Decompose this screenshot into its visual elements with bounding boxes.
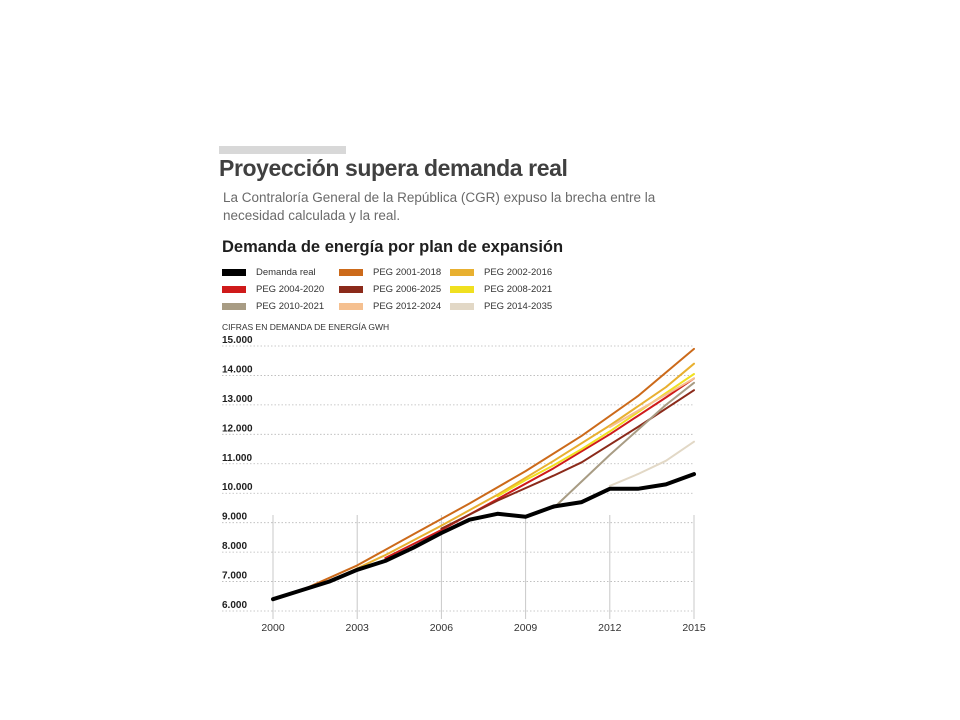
series-line — [300, 347, 695, 592]
x-tick-label: 2000 — [261, 622, 285, 634]
legend-label: Demanda real — [256, 267, 316, 278]
legend-label: PEG 2010-2021 — [256, 301, 325, 312]
x-tick-label: 2015 — [682, 622, 706, 634]
series-line — [608, 440, 695, 487]
y-tick-label: 10.000 — [222, 482, 253, 493]
legend-swatch — [450, 303, 474, 310]
y-tick-label: 7.000 — [222, 571, 247, 582]
x-tick-label: 2006 — [430, 622, 454, 634]
title-accent-bar — [219, 146, 346, 154]
x-tick-labels: 2000 2003 2006 2009 2012 2015 — [261, 622, 706, 634]
legend-swatch — [339, 303, 363, 310]
legend-swatch — [222, 303, 246, 310]
y-tick-label: 12.000 — [222, 423, 253, 434]
page-subtitle: La Contraloría General de la República (… — [223, 190, 656, 223]
x-tick-label: 2003 — [346, 622, 370, 634]
y-tick-label: 9.000 — [222, 512, 247, 523]
y-tick-label: 13.000 — [222, 394, 253, 405]
series-line — [328, 362, 695, 583]
grid — [222, 345, 694, 612]
legend-label: PEG 2012-2024 — [373, 301, 442, 312]
legend-swatch — [450, 269, 474, 276]
legend-swatch — [339, 286, 363, 293]
chart-title: Demanda de energía por plan de expansión — [222, 238, 564, 256]
legend-label: PEG 2006-2025 — [373, 284, 442, 295]
y-tick-label: 8.000 — [222, 541, 247, 552]
legend-swatch — [339, 269, 363, 276]
page-title: Proyección supera demanda real — [219, 155, 568, 181]
series-line — [271, 472, 696, 602]
legend-swatch — [222, 269, 246, 276]
y-tick-label: 11.000 — [222, 453, 252, 464]
legend-label: PEG 2004-2020 — [256, 284, 325, 295]
x-tick-label: 2012 — [598, 622, 622, 634]
series-line — [384, 377, 695, 559]
legend-swatch — [450, 286, 474, 293]
y-tick-label: 14.000 — [222, 364, 253, 375]
legend-label: PEG 2002-2016 — [484, 267, 553, 278]
y-axis-label: CIFRAS EN DEMANDA DE ENERGÍA GWH — [222, 322, 389, 332]
x-tick-label: 2009 — [514, 622, 538, 634]
legend-label: PEG 2001-2018 — [373, 267, 442, 278]
series-line — [552, 381, 695, 509]
legend-label: PEG 2008-2021 — [484, 284, 553, 295]
y-tick-label: 15.000 — [222, 335, 253, 346]
legend-label: PEG 2014-2035 — [484, 301, 553, 312]
series-group — [271, 347, 696, 602]
y-tick-label: 6.000 — [222, 600, 247, 611]
legend-swatch — [222, 286, 246, 293]
year-markers — [272, 515, 695, 619]
y-tick-labels: 15.000 14.000 13.000 12.000 11.000 10.000 9.00… — [222, 335, 253, 611]
series-line — [608, 377, 695, 428]
